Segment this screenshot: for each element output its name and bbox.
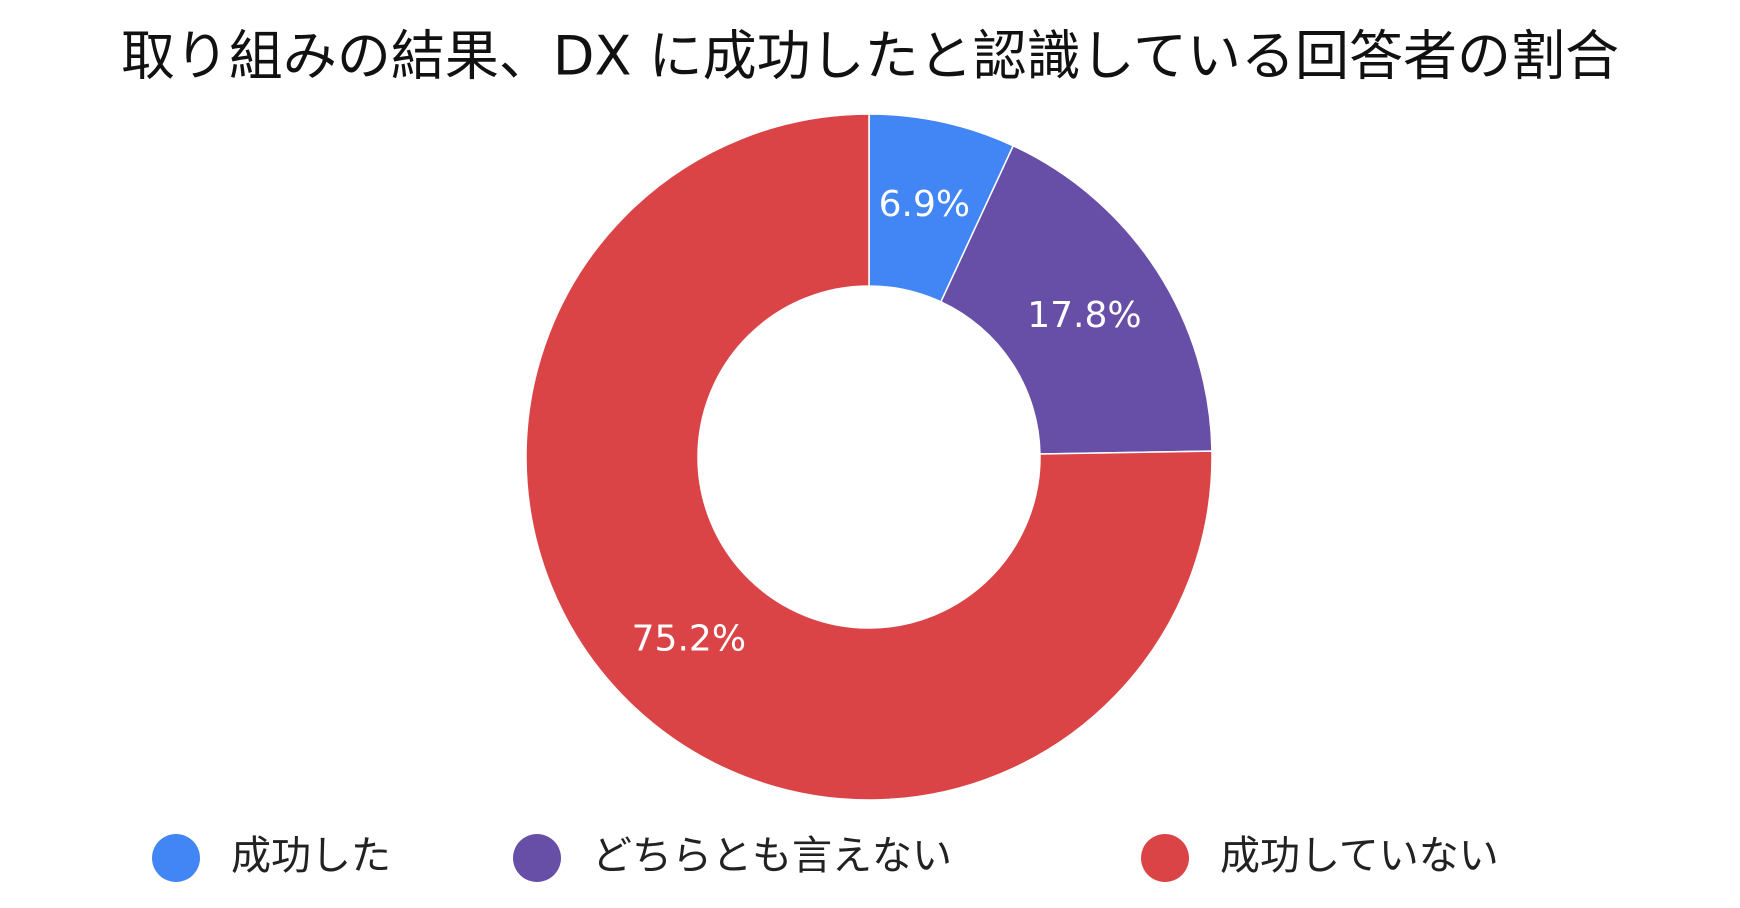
value-label: 6.9% [879, 184, 970, 225]
legend-marker [513, 834, 561, 882]
legend-label: 成功していない [1220, 833, 1499, 879]
value-label: 17.8% [1027, 295, 1141, 336]
legend-label: 成功した [231, 833, 391, 879]
legend-marker [1141, 834, 1189, 882]
legend-marker [152, 834, 200, 882]
donut-slice [525, 113, 1213, 801]
donut-slice [939, 144, 1213, 455]
value-label: 75.2% [632, 618, 746, 659]
legend-label: どちらとも言えない [592, 833, 952, 879]
chart-title: 取り組みの結果、DX に成功したと認識している回答者の割合 [121, 25, 1619, 88]
